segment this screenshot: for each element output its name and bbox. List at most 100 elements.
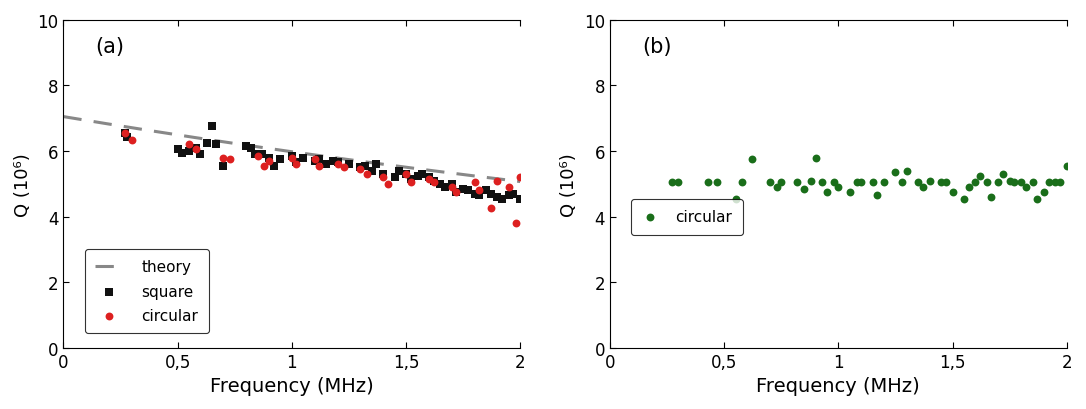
square [493, 196, 510, 202]
circular [978, 180, 996, 186]
circular [670, 180, 687, 186]
circular [662, 180, 680, 186]
square [443, 181, 460, 188]
square [352, 165, 369, 171]
circular [734, 180, 752, 186]
circular [425, 180, 442, 186]
circular [894, 180, 911, 186]
X-axis label: Frequency (MHz): Frequency (MHz) [757, 376, 920, 395]
square [116, 130, 134, 137]
circular [1016, 184, 1034, 191]
circular [944, 189, 961, 196]
circular [864, 180, 882, 186]
square [169, 147, 187, 153]
circular [1039, 180, 1057, 186]
square [397, 171, 415, 178]
circular [261, 158, 278, 165]
circular [336, 165, 353, 171]
circular [914, 184, 932, 191]
Line: theory: theory [63, 117, 520, 182]
square [420, 175, 438, 181]
square [261, 155, 278, 162]
circular [983, 194, 1000, 201]
circular [288, 162, 305, 168]
Y-axis label: Q (10⁶): Q (10⁶) [560, 153, 579, 216]
theory [56, 115, 70, 120]
circular [921, 178, 938, 184]
circular [825, 180, 843, 186]
circular [841, 189, 858, 196]
square [375, 171, 392, 178]
square [192, 152, 210, 158]
square [408, 173, 426, 180]
circular [482, 206, 500, 212]
circular [507, 220, 525, 227]
circular [818, 189, 835, 196]
square [482, 191, 500, 198]
square [447, 189, 465, 196]
square [288, 160, 305, 166]
circular [813, 180, 831, 186]
theory [329, 156, 342, 161]
circular [848, 180, 866, 186]
square [425, 178, 442, 184]
square [356, 163, 374, 170]
square [340, 162, 357, 168]
theory [304, 153, 317, 157]
theory [277, 149, 290, 154]
square [317, 162, 334, 168]
circular [768, 184, 785, 191]
circular [807, 155, 824, 162]
Text: (b): (b) [642, 37, 671, 57]
Y-axis label: Q (10⁶): Q (10⁶) [14, 153, 31, 216]
circular [512, 175, 529, 181]
square [414, 171, 431, 178]
circular [397, 171, 415, 178]
circular [443, 184, 460, 191]
circular [215, 155, 232, 162]
square [283, 153, 301, 160]
square [306, 158, 324, 165]
circular [306, 157, 324, 163]
circular [187, 147, 204, 153]
circular [180, 142, 198, 148]
square [238, 144, 255, 150]
circular [994, 171, 1011, 178]
circular [489, 178, 506, 184]
circular [937, 180, 955, 186]
circular [222, 157, 239, 163]
square [455, 186, 472, 193]
circular [960, 184, 977, 191]
circular [910, 180, 927, 186]
circular [887, 170, 905, 176]
circular [708, 180, 725, 186]
circular [311, 163, 328, 170]
square [363, 168, 380, 175]
square [325, 158, 342, 165]
square [311, 157, 328, 163]
square [402, 176, 419, 183]
circular [788, 180, 806, 186]
circular [898, 168, 915, 175]
circular [1058, 163, 1075, 170]
circular [875, 180, 893, 186]
circular [1006, 180, 1023, 186]
circular [933, 180, 950, 186]
circular [379, 181, 396, 188]
circular [869, 193, 886, 199]
circular [358, 171, 376, 178]
square [180, 148, 198, 155]
circular [699, 180, 717, 186]
Text: (a): (a) [96, 37, 125, 57]
circular [1028, 196, 1046, 202]
circular [375, 175, 392, 181]
square [431, 181, 449, 188]
square [242, 145, 260, 152]
circular [256, 163, 274, 170]
circular [853, 180, 870, 186]
circular [283, 155, 301, 162]
circular [1012, 180, 1030, 186]
square [203, 124, 220, 130]
square [437, 184, 454, 191]
square [247, 152, 264, 158]
